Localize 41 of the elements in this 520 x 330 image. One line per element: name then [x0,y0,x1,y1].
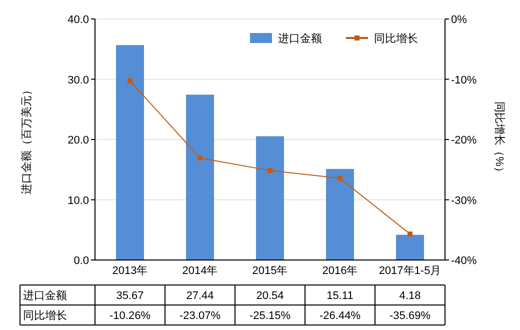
legend-label: 进口金额 [278,32,322,45]
point [408,232,412,237]
y2-axis-title: 同比增长（%） [493,102,506,178]
x-tick-label: 2013年 [112,265,148,277]
data-label: -35.69% [390,310,431,322]
data-label: -23.07% [180,310,221,322]
bar [396,234,424,260]
data-label: -25.15% [250,310,291,322]
legend-label: 同比增长 [374,32,418,45]
y-tick-label: 20.0 [68,134,89,146]
y-tick-label: 10.0 [68,194,89,207]
point [338,176,342,181]
bar [326,168,354,260]
y2-tick-label: 0% [451,14,468,26]
data-label: 27.44 [186,290,214,302]
point [268,168,272,174]
point [198,155,202,160]
text: 进口金额 [23,290,67,302]
y-tick-label: 0.0 [74,255,89,267]
y2-tick-label: -20% [451,134,477,146]
y2-tick-label: -40% [451,255,477,267]
y-tick-label: 40.0 [68,14,89,26]
bar [256,136,284,260]
data-label: 35.67 [116,290,144,302]
y-axis-title: 进口金额（百万美元） [20,84,33,194]
text: 同比增长 [23,310,67,322]
data-label: -26.44% [320,310,361,322]
x-tick-label: 2015年 [252,265,288,277]
x-tick-label: 2016年 [322,265,358,277]
data-label: 15.11 [326,290,354,302]
data-label: 20.54 [256,290,284,302]
y2-tick-label: -30% [451,194,477,207]
data-label: -10.26% [110,310,151,322]
point [128,78,132,84]
y2-tick-label: -10% [451,74,477,86]
bar [116,45,144,260]
x-tick-label: 2014年 [182,265,218,277]
bar [186,94,214,260]
y-tick-label: 30.0 [68,74,89,86]
data-label: 4.18 [399,290,421,302]
x-tick-label: 2017年1-5月 [378,265,442,277]
